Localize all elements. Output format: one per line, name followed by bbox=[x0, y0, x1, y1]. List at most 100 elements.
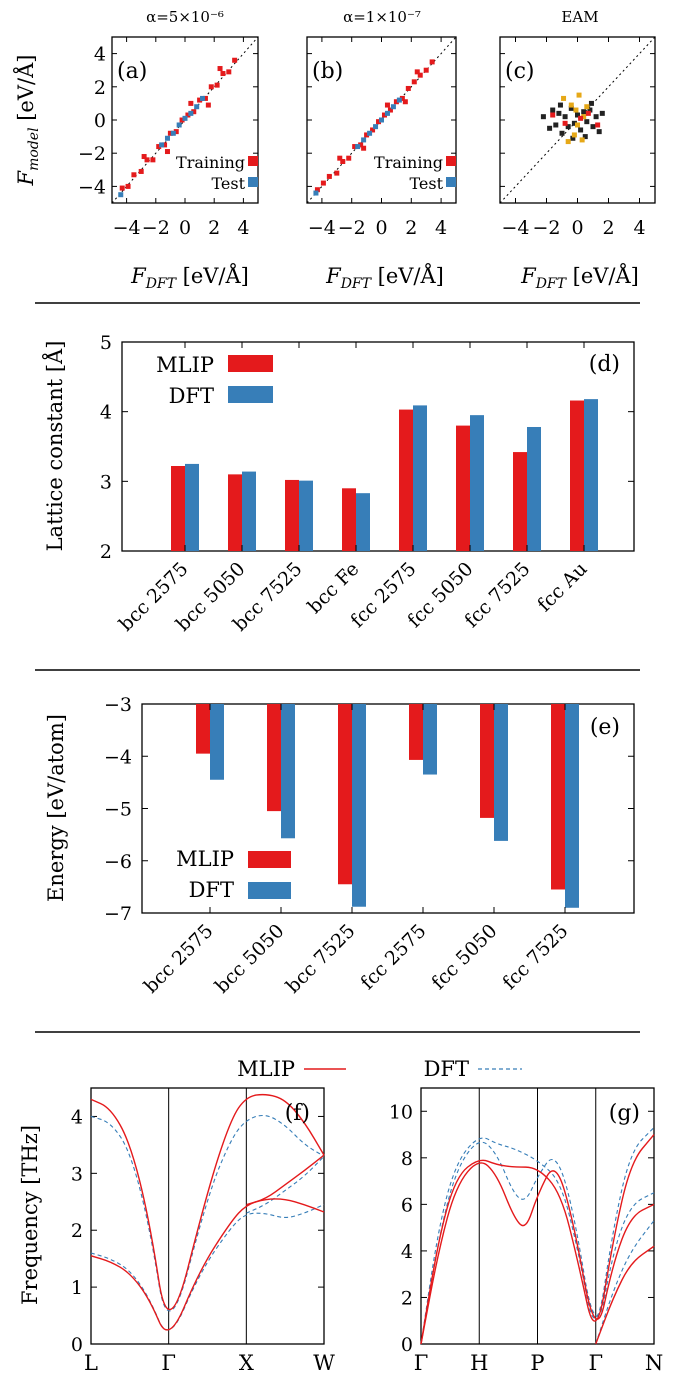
data-point bbox=[141, 154, 147, 160]
legend-training-swatch-a bbox=[248, 156, 258, 166]
data-point bbox=[550, 107, 556, 113]
bar bbox=[338, 704, 352, 885]
data-point bbox=[217, 66, 223, 72]
data-point bbox=[373, 124, 379, 130]
mlip-branch bbox=[90, 1198, 325, 1331]
dft-branch bbox=[90, 1114, 325, 1312]
legend-training-b: Training bbox=[374, 153, 443, 172]
data-point bbox=[579, 137, 585, 143]
data-point bbox=[405, 85, 411, 91]
legend-mlip-d: MLIP bbox=[156, 353, 214, 377]
data-point bbox=[595, 122, 601, 128]
data-point bbox=[423, 67, 429, 73]
data-point bbox=[576, 92, 582, 98]
x-tick-label: −2 bbox=[338, 217, 366, 239]
y-label-parity: Fmodel [eV/Å] bbox=[13, 55, 42, 187]
data-point bbox=[367, 130, 373, 136]
data-point bbox=[188, 100, 194, 106]
bar bbox=[299, 480, 313, 551]
title-a: α=5×10⁻⁶ bbox=[146, 8, 224, 26]
data-point bbox=[125, 183, 131, 189]
data-point bbox=[200, 95, 206, 101]
data-point bbox=[334, 170, 340, 176]
data-point bbox=[599, 110, 605, 116]
data-point bbox=[376, 119, 382, 125]
data-point bbox=[176, 122, 182, 128]
data-point bbox=[540, 114, 546, 120]
bar bbox=[551, 704, 565, 890]
x-tick-label: 2 bbox=[405, 217, 417, 239]
x-tick-label: −4 bbox=[501, 217, 529, 239]
bar bbox=[352, 704, 366, 907]
data-point bbox=[565, 139, 571, 145]
x-tick-label: bcc 5050 bbox=[211, 920, 289, 998]
data-point bbox=[358, 142, 364, 148]
data-point bbox=[164, 149, 170, 155]
data-point bbox=[194, 104, 200, 110]
data-point bbox=[584, 104, 590, 110]
y-tick-label: 1 bbox=[71, 1277, 83, 1299]
bar bbox=[285, 479, 299, 551]
y-tick-label: −2 bbox=[78, 143, 106, 165]
parity-plot-c: −4 −2 0 2 4 bbox=[499, 36, 656, 239]
plot-frame-f bbox=[90, 1087, 325, 1345]
legend-mlip-e: MLIP bbox=[176, 847, 234, 871]
legend-test-swatch-a bbox=[248, 177, 258, 187]
x-tick-label: L bbox=[84, 1351, 98, 1375]
mlip-branch bbox=[420, 1134, 655, 1345]
legend-test-b: Test bbox=[409, 174, 443, 193]
x-tick-label: H bbox=[470, 1351, 488, 1375]
data-point bbox=[590, 124, 596, 130]
data-point bbox=[559, 130, 565, 136]
bar bbox=[565, 704, 579, 908]
data-point bbox=[313, 190, 319, 196]
data-point bbox=[393, 99, 399, 105]
data-point bbox=[584, 119, 590, 125]
x-tick-label: 4 bbox=[633, 217, 645, 239]
y-tick-label: 0 bbox=[94, 110, 106, 132]
data-point bbox=[346, 155, 352, 161]
data-point bbox=[379, 117, 384, 123]
legend-test-a: Test bbox=[211, 174, 245, 193]
legend-dft-d: DFT bbox=[169, 384, 214, 408]
y-tick-label: 8 bbox=[401, 1148, 413, 1170]
data-point bbox=[562, 120, 568, 126]
data-point bbox=[573, 107, 579, 113]
data-point bbox=[220, 71, 226, 77]
legend-mlip-phonon: MLIP bbox=[237, 1057, 295, 1081]
data-point bbox=[596, 129, 602, 135]
data-point bbox=[361, 137, 367, 143]
data-point bbox=[399, 95, 405, 101]
data-point bbox=[119, 185, 125, 191]
legend-training-swatch-b bbox=[446, 156, 456, 166]
x-label-a: FDFT [eV/Å] bbox=[130, 263, 249, 292]
mlip-branch bbox=[246, 1154, 325, 1206]
data-point bbox=[587, 107, 593, 113]
bar bbox=[196, 704, 210, 754]
bar bbox=[342, 488, 356, 551]
x-tick-label: 0 bbox=[375, 217, 387, 239]
data-point bbox=[156, 144, 162, 150]
data-point bbox=[320, 180, 326, 186]
x-label-c: FDFT [eV/Å] bbox=[520, 263, 639, 292]
y-label-f: Frequency [THz] bbox=[18, 1125, 42, 1305]
x-tick-label: 2 bbox=[602, 217, 614, 239]
bar bbox=[242, 471, 256, 551]
data-point bbox=[214, 82, 220, 88]
data-point bbox=[547, 125, 553, 131]
data-point bbox=[570, 135, 576, 141]
y-tick-label: 3 bbox=[71, 1163, 83, 1185]
x-tick-label: −4 bbox=[113, 217, 141, 239]
data-point bbox=[581, 114, 587, 120]
x-tick-label: fcc 2575 bbox=[356, 920, 430, 994]
data-point bbox=[384, 110, 390, 116]
data-point bbox=[402, 99, 408, 105]
data-point bbox=[352, 144, 358, 150]
bar bbox=[480, 704, 494, 818]
y-tick-label: −4 bbox=[78, 176, 106, 198]
data-point bbox=[337, 155, 343, 161]
panel-label-d: (d) bbox=[589, 352, 620, 377]
data-point bbox=[571, 120, 577, 126]
